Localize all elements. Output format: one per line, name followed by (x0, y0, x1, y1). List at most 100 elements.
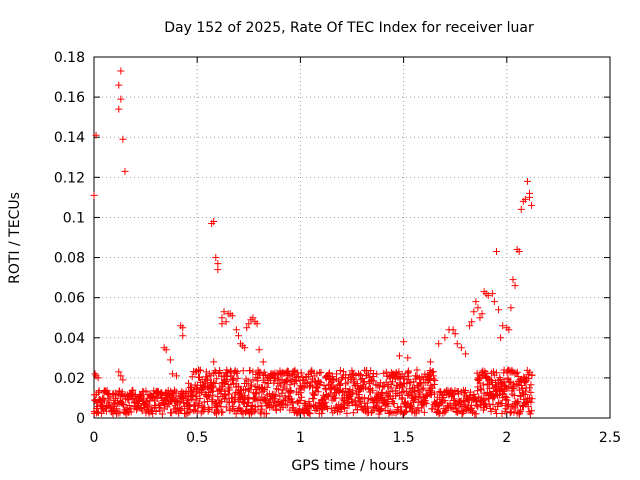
data-point (510, 385, 518, 393)
data-point (105, 398, 113, 406)
data-point (478, 310, 486, 318)
data-point (288, 395, 296, 403)
data-point (239, 367, 247, 375)
data-point (245, 320, 253, 328)
data-point (232, 410, 240, 418)
data-point (526, 410, 534, 418)
data-point (95, 388, 103, 396)
x-tick-label: 1.5 (392, 430, 414, 446)
data-point (505, 383, 513, 391)
data-point (441, 334, 449, 342)
data-point (422, 400, 430, 408)
data-point (489, 401, 497, 409)
data-point (298, 393, 306, 401)
data-point (478, 371, 486, 379)
data-point (117, 95, 125, 103)
data-point (208, 404, 216, 412)
data-point (477, 385, 485, 393)
data-point (279, 386, 287, 394)
data-point (527, 381, 535, 389)
data-point (124, 409, 132, 417)
data-point (453, 340, 461, 348)
data-point (416, 391, 424, 399)
data-point (503, 393, 511, 401)
data-point (308, 368, 316, 376)
y-tick-label: 0.06 (54, 291, 85, 307)
data-point (315, 401, 323, 409)
data-point (115, 81, 123, 89)
data-point (184, 396, 192, 404)
data-point (517, 382, 525, 390)
data-point (500, 377, 508, 385)
data-point (462, 350, 470, 358)
x-tick-label: 0.5 (186, 430, 208, 446)
data-point (513, 368, 521, 376)
data-point (255, 346, 263, 354)
data-point (222, 318, 230, 326)
data-point (214, 266, 222, 274)
x-tick-label: 2 (502, 430, 511, 446)
data-point (248, 381, 256, 389)
data-point (500, 388, 508, 396)
data-point (249, 314, 257, 322)
data-point (245, 387, 253, 395)
data-point (392, 409, 400, 417)
data-point (528, 371, 536, 379)
data-point (196, 395, 204, 403)
data-point (486, 404, 494, 412)
data-point (211, 380, 219, 388)
data-point (521, 195, 529, 203)
chart-title: Day 152 of 2025, Rate Of TEC Index for r… (164, 20, 534, 36)
data-point (458, 410, 466, 418)
data-point (367, 409, 375, 417)
data-point (369, 372, 377, 380)
data-point (521, 387, 529, 395)
data-point (259, 387, 267, 395)
data-point (476, 314, 484, 322)
data-point (252, 406, 260, 414)
data-point (195, 367, 203, 375)
data-point (407, 379, 415, 387)
data-point (492, 248, 500, 256)
data-point (527, 398, 535, 406)
data-point (120, 401, 128, 409)
data-point (92, 131, 100, 139)
data-point (384, 402, 392, 410)
data-point (90, 191, 98, 199)
data-point (501, 392, 509, 400)
data-point (373, 370, 381, 378)
data-point (336, 366, 344, 374)
data-point (119, 376, 127, 384)
data-point (417, 404, 425, 412)
data-point (250, 394, 258, 402)
data-point (192, 385, 200, 393)
data-point (485, 385, 493, 393)
data-point (400, 338, 408, 346)
data-point (246, 367, 254, 375)
grid-lines (94, 57, 610, 418)
data-point (116, 409, 124, 417)
data-point (220, 308, 228, 316)
data-point (228, 312, 236, 320)
data-point (405, 372, 413, 380)
data-point (286, 387, 294, 395)
data-point (200, 398, 208, 406)
data-point (218, 314, 226, 322)
data-point (409, 405, 417, 413)
y-tick-label: 0.12 (54, 170, 85, 186)
data-point (343, 409, 351, 417)
data-point (374, 397, 382, 405)
data-point (364, 403, 372, 411)
data-point (193, 407, 201, 415)
data-point (490, 298, 498, 306)
data-point (474, 304, 482, 312)
data-point (317, 368, 325, 376)
data-point (520, 373, 528, 381)
data-point (466, 322, 474, 330)
data-point (262, 410, 270, 418)
data-point (516, 406, 524, 414)
data-point (487, 407, 495, 415)
data-point (369, 369, 377, 377)
data-points (90, 67, 536, 418)
data-point (94, 409, 102, 417)
